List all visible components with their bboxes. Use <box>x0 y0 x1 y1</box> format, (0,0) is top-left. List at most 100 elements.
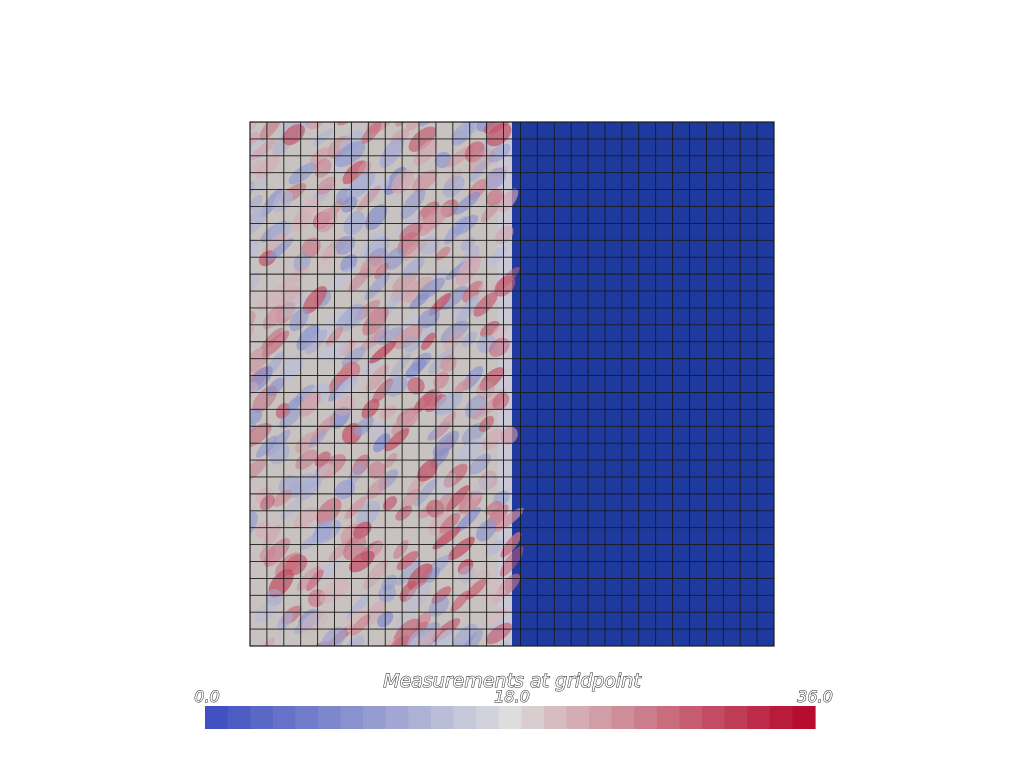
gridpoint-value-blob <box>417 308 440 329</box>
gridpoint-value-blob <box>250 205 269 235</box>
gridpoint-value-blob <box>316 176 336 195</box>
gridpoint-value-blob <box>407 628 430 646</box>
gridpoint-value-blob <box>462 280 483 303</box>
gridpoint-value-blob <box>334 395 356 416</box>
gridpoint-value-blob <box>350 614 371 636</box>
gridpoint-value-blob <box>407 377 425 395</box>
gridpoint-value-blob <box>250 637 275 646</box>
gridpoint-value-blob <box>495 225 514 245</box>
scalar-bar-swatch <box>430 706 455 729</box>
scalar-bar-tick-max: 36.0 <box>797 687 833 706</box>
gridpoint-value-blob <box>314 341 336 363</box>
gridpoint-value-blob <box>250 422 272 449</box>
gridpoint-value-blob <box>300 478 322 501</box>
gridpoint-value-blob <box>277 611 294 631</box>
gridpoint-value-blob <box>459 629 483 646</box>
gridpoint-value-blob <box>373 433 391 453</box>
gridpoint-value-blob <box>382 496 398 511</box>
scalar-bar-swatch <box>408 706 432 729</box>
gridpoint-value-blob <box>432 526 461 550</box>
scalar-bar-swatch <box>363 706 387 729</box>
gridpoint-value-blob <box>305 122 326 130</box>
gridpoint-value-blob <box>334 374 359 400</box>
gridpoint-value-blob <box>315 246 338 271</box>
gridpoint-value-blob <box>402 336 420 353</box>
gridpoint-value-blob <box>335 306 366 332</box>
gridpoint-value-blob <box>488 337 510 357</box>
gridpoint-value-blob <box>493 507 524 532</box>
scalar-bar-swatch <box>769 706 793 729</box>
gridpoint-value-blob <box>405 359 427 379</box>
scalar-bar-swatch <box>634 706 658 729</box>
gridpoint-value-blob <box>484 539 505 557</box>
gridpoint-value-blob <box>262 305 284 330</box>
gridpoint-value-blob <box>495 640 510 646</box>
gridpoint-value-blob <box>343 210 366 235</box>
gridpoint-value-blob <box>392 324 423 350</box>
gridpoint-value-blob <box>454 507 481 533</box>
gridpoint-value-blob <box>287 395 304 411</box>
gridpoint-value-blob <box>428 596 449 617</box>
gridpoint-value-blob <box>391 169 415 194</box>
gridpoint-value-blob <box>279 353 305 381</box>
gridpoint-value-blob <box>319 463 335 480</box>
gridpoint-value-blob <box>364 272 391 301</box>
mesh-gridlines <box>250 122 774 646</box>
gridpoint-value-blob <box>361 122 382 144</box>
scalar-bar-swatch <box>205 706 229 729</box>
scalar-bar-swatch <box>521 706 545 729</box>
scalar-bar-swatch <box>317 706 342 729</box>
gridpoint-value-blob <box>486 622 512 645</box>
gridpoint-value-blob <box>364 235 391 261</box>
gridpoint-value-blob <box>250 310 256 328</box>
gridpoint-value-blob <box>453 214 479 235</box>
gridpoint-value-blob <box>443 463 468 488</box>
gridpoint-value-blob <box>450 590 470 612</box>
gridpoint-value-blob <box>425 567 441 584</box>
gridpoint-value-blob <box>387 635 412 646</box>
gridpoint-value-blob <box>369 340 397 364</box>
gridpoint-value-blob <box>289 308 309 332</box>
gridpoint-value-blob <box>439 512 461 534</box>
gridpoint-value-blob <box>279 408 301 429</box>
scalar-bar-tick-min: 0.0 <box>194 687 219 706</box>
scalar-bar-swatch <box>227 706 251 729</box>
gridpoint-value-blob <box>405 582 431 611</box>
gridpoint-value-blob <box>391 409 420 436</box>
gridpoint-value-blob <box>344 496 367 520</box>
gridpoint-value-blob <box>473 292 498 317</box>
gridpoint-value-blob <box>250 511 258 543</box>
gridpoint-value-blob <box>291 212 313 232</box>
scalar-bar-swatch <box>724 706 748 729</box>
scalar-bar-swatch <box>476 706 500 729</box>
gridpoint-value-blob <box>443 330 464 351</box>
gridpoint-value-blob <box>411 169 438 192</box>
gridpoint-value-blob <box>259 546 277 563</box>
scalar-bar-swatch <box>656 706 681 729</box>
gridpoint-value-blob <box>360 329 388 351</box>
gridpoint-value-blob <box>379 136 405 168</box>
gridpoint-value-blob <box>346 594 370 621</box>
gridpoint-value-blob <box>299 609 329 637</box>
mesh-border <box>249 121 775 647</box>
scalar-bar-tick-mid: 18.0 <box>494 687 530 706</box>
gridpoint-value-blob <box>252 175 268 193</box>
gridpoint-value-blob <box>266 237 294 262</box>
scalar-bar-swatch <box>250 706 274 729</box>
gridpoint-value-blob <box>467 148 496 174</box>
scalar-bar: Measurements at gridpoint 0.0 18.0 36.0 <box>194 670 833 729</box>
gridpoint-value-blob <box>469 453 491 475</box>
gridpoint-value-blob <box>300 526 331 550</box>
gridpoint-value-blob <box>439 493 456 512</box>
gridpoint-value-blob <box>414 479 437 507</box>
gridpoint-value-blob <box>288 162 316 185</box>
gridpoint-value-blob <box>269 443 290 465</box>
scalar-bar-swatch <box>543 706 568 729</box>
gridpoint-value-blob <box>380 638 397 646</box>
gridpoint-value-blob <box>250 139 277 161</box>
gridpoint-value-blob <box>310 147 330 167</box>
gridpoint-value-blob <box>293 507 318 529</box>
gridpoint-value-blob <box>486 188 503 207</box>
gridpoint-value-blob <box>259 494 275 511</box>
